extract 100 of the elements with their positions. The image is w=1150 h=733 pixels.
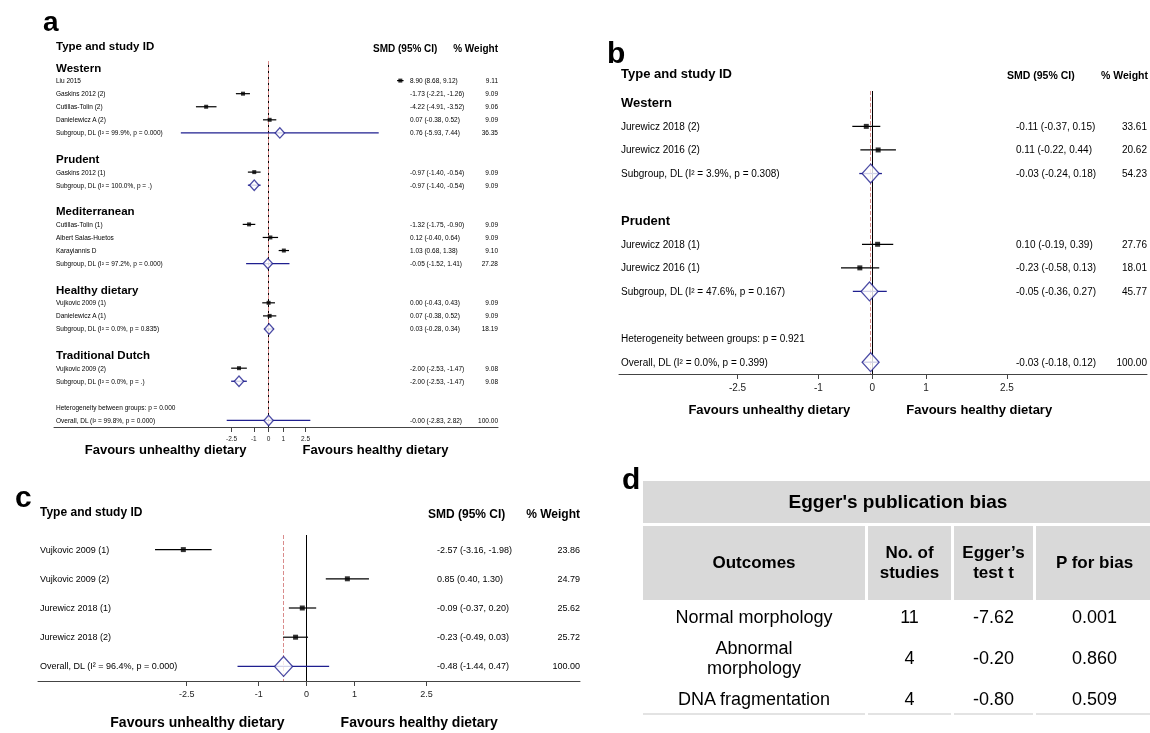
point (263, 414, 274, 427)
point (241, 91, 245, 96)
point (857, 265, 863, 271)
point (262, 257, 274, 270)
y2-tick-label: 25.72 (557, 632, 580, 643)
point (299, 605, 305, 611)
point (252, 170, 257, 175)
point (267, 117, 272, 122)
category-label: Abnormal morphology (706, 638, 802, 678)
text: d (622, 462, 641, 496)
y2-tick-label: 54.23 (1121, 168, 1148, 180)
annotation: -0.09 (-0.37, 0.20) (437, 603, 510, 613)
text: % Weight (1100, 69, 1149, 81)
x-tick-label: -1 (254, 688, 263, 699)
point (861, 352, 880, 373)
category-label: Normal morphology (675, 607, 833, 627)
y-tick-label: Prudent (56, 153, 100, 166)
category-label: P for bias (1034, 524, 1150, 602)
annotation: -0.03 (-0.18, 0.12) (1016, 356, 1097, 368)
category-label: DNA fragmentation (677, 689, 831, 709)
category-label: No. of studies (866, 524, 953, 602)
y-tick-label: Heterogeneity between groups: p = 0.921 (621, 333, 806, 345)
y2-tick-label: 100.00 (552, 661, 580, 672)
y-tick-label: Jurewicz 2016 (1) (621, 262, 700, 274)
x-tick-label: 0 (869, 381, 876, 393)
text: SMD (95% CI) (428, 507, 506, 521)
y-tick-label: Jurewicz 2018 (2) (621, 120, 700, 132)
text: SMD (95% CI) (373, 42, 438, 54)
point (237, 366, 241, 371)
text: Favours unhealthy dietary (110, 714, 285, 730)
y2-tick-label: 18.01 (1121, 262, 1148, 274)
point (281, 248, 286, 253)
x-tick-label: -1 (813, 381, 824, 393)
text: 4 (904, 688, 915, 709)
point (204, 104, 209, 109)
annotation: -0.03 (-0.24, 0.18) (1016, 168, 1097, 180)
point (861, 163, 880, 184)
text: 4 (904, 647, 915, 668)
annotation: -2.57 (-3.16, -1.98) (437, 544, 513, 555)
annotation: -0.48 (-1.44, 0.47) (437, 661, 510, 672)
annotation: -0.23 (-0.58, 0.13) (1016, 262, 1097, 274)
text: 11 (900, 606, 919, 627)
point (268, 235, 273, 240)
text: -0.80 (972, 688, 1015, 709)
y-tick-label: Subgroup, DL (I² = 3.9%, p = 0.308) (621, 168, 780, 180)
point (267, 313, 272, 318)
text: 0.509 (1071, 688, 1118, 709)
point (863, 123, 869, 129)
y-axis-title: Type and study ID (40, 505, 143, 519)
y-tick-label: Vujkovic 2009 (2) (40, 573, 110, 584)
y-tick-label: Mediterranean (56, 205, 135, 218)
y2-tick-label: 25.62 (557, 603, 580, 613)
y2-tick-label: 45.77 (1121, 285, 1148, 297)
point (248, 179, 260, 192)
point (875, 241, 881, 247)
y-tick-label: Healthy dietary (56, 283, 140, 296)
point (875, 147, 881, 153)
x-tick-label: 2.5 (420, 688, 433, 699)
point (344, 576, 350, 582)
annotation: 0.85 (0.40, 1.30) (437, 573, 504, 584)
y-tick-label: Subgroup, DL (I² = 47.6%, p = 0.167) (621, 285, 786, 297)
x-tick-label: 2.5 (999, 381, 1015, 393)
y-tick-label: Traditional Dutch (56, 349, 150, 362)
point (274, 127, 286, 139)
text: 0.860 (1071, 647, 1118, 668)
point (860, 281, 879, 302)
y-axis-title: Type and study ID (56, 40, 155, 52)
point (180, 547, 186, 553)
point (273, 655, 294, 678)
point (263, 323, 275, 335)
annotation: -0.23 (-0.49, 0.03) (437, 632, 510, 643)
text: Favours healthy dietary (340, 714, 498, 730)
point (293, 634, 299, 640)
y2-tick-label: 20.62 (1121, 144, 1148, 156)
point (266, 300, 271, 305)
y2-tick-label: 24.79 (557, 573, 580, 584)
y2-tick-label: 33.61 (1121, 120, 1148, 132)
point (247, 222, 252, 227)
y-tick-label: Jurewicz 2018 (1) (40, 603, 112, 613)
y-tick-label: Overall, DL (I² = 0.0%, p = 0.399) (621, 356, 768, 368)
annotation: -0.05 (-0.36, 0.27) (1016, 285, 1097, 297)
text: Egger's publication bias (641, 479, 1150, 525)
y-tick-label: Prudent (621, 213, 671, 229)
x-tick-label: 1 (352, 688, 358, 699)
x-tick-label: 1 (923, 381, 930, 393)
text: Favours healthy dietary (906, 401, 1053, 417)
y2-tick-label: 23.86 (557, 544, 580, 555)
y-tick-label: Jurewicz 2018 (2) (40, 632, 112, 643)
text: % Weight (453, 42, 499, 54)
chart-title: a (43, 5, 59, 37)
text: 0.001 (1071, 606, 1118, 627)
text: -0.20 (972, 647, 1015, 668)
x-tick-label: -2.5 (728, 381, 747, 393)
text: Favours unhealthy dietary (688, 401, 851, 417)
y-tick-label: Jurewicz 2016 (2) (621, 144, 700, 156)
y-tick-label: Vujkovic 2009 (1) (40, 544, 110, 555)
annotation: -0.11 (-0.37, 0.15) (1016, 120, 1096, 132)
y-tick-label: Western (56, 61, 102, 74)
category-label: Outcomes (641, 524, 867, 602)
y2-tick-label: 27.76 (1121, 238, 1148, 250)
